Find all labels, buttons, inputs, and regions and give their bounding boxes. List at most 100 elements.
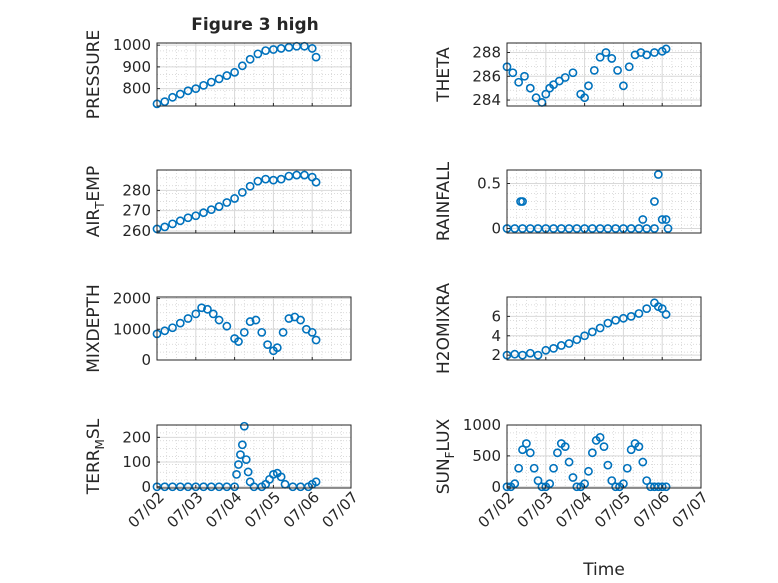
y-tick-label: 500 bbox=[472, 447, 501, 465]
axes-box bbox=[506, 42, 702, 107]
data-point bbox=[175, 216, 185, 226]
data-point bbox=[626, 445, 636, 455]
data-point bbox=[236, 450, 245, 460]
data-point bbox=[191, 84, 201, 94]
data-point bbox=[230, 482, 239, 492]
y-tick-label: 260 bbox=[122, 222, 151, 240]
x-tick-label: 07/04 bbox=[552, 488, 595, 531]
data-point bbox=[545, 479, 555, 489]
data-point bbox=[568, 68, 578, 78]
data-point bbox=[175, 89, 185, 99]
data-point bbox=[214, 315, 224, 325]
data-point bbox=[234, 337, 243, 346]
data-point bbox=[642, 476, 652, 485]
subplot-pressure: 800 900 1000 PRESSURE bbox=[84, 30, 352, 119]
data-point bbox=[663, 224, 673, 233]
data-point bbox=[197, 303, 207, 313]
y-tick-label: 1000 bbox=[463, 416, 501, 434]
data-point bbox=[553, 448, 562, 458]
data-point bbox=[525, 448, 535, 458]
x-tick-label: 07/07 bbox=[319, 488, 362, 531]
data-point bbox=[657, 482, 667, 492]
data-point bbox=[564, 339, 574, 348]
data-point bbox=[199, 208, 208, 218]
data-point bbox=[529, 463, 539, 473]
data-point bbox=[239, 327, 249, 337]
x-tick-label: 07/03 bbox=[163, 488, 206, 531]
y-axis-label: RAINFALL bbox=[434, 161, 454, 241]
y-axis-label: H2OMIXRA bbox=[434, 283, 454, 374]
data-point bbox=[160, 97, 170, 107]
subplot-mixdepth: 0 1000 2000 MIXDEPTH bbox=[84, 284, 352, 373]
x-tick-label: 07/03 bbox=[513, 488, 556, 531]
data-point bbox=[611, 315, 621, 325]
data-point bbox=[253, 176, 263, 186]
data-point bbox=[634, 309, 644, 318]
y-tick-label: 270 bbox=[122, 202, 151, 220]
x-tick-label: 07/05 bbox=[591, 488, 634, 531]
data-point bbox=[237, 61, 247, 71]
data-point bbox=[589, 65, 599, 75]
data-point bbox=[533, 476, 543, 485]
data-point bbox=[525, 83, 535, 93]
data-point bbox=[222, 198, 232, 207]
data-point bbox=[237, 440, 247, 450]
data-point bbox=[587, 448, 597, 458]
y-tick-label: 0.5 bbox=[477, 175, 501, 193]
data-point bbox=[531, 93, 541, 103]
data-point bbox=[541, 89, 551, 99]
y-axis-label: SUNFLUX bbox=[434, 418, 457, 494]
data-point bbox=[642, 50, 652, 60]
data-point bbox=[611, 482, 621, 492]
data-point bbox=[168, 323, 177, 333]
data-point bbox=[203, 304, 212, 314]
data-point bbox=[642, 304, 652, 314]
data-point bbox=[514, 77, 524, 87]
data-point bbox=[222, 71, 232, 80]
data-point bbox=[183, 314, 193, 323]
data-point bbox=[541, 345, 551, 355]
data-point bbox=[208, 309, 218, 319]
y-tick-label: 800 bbox=[122, 80, 151, 98]
y-tick-label: 0 bbox=[141, 351, 151, 369]
data-point bbox=[580, 93, 589, 103]
data-point bbox=[626, 311, 636, 321]
y-tick-label: 900 bbox=[122, 58, 151, 76]
data-point bbox=[624, 62, 634, 72]
data-point bbox=[284, 314, 294, 323]
data-point bbox=[556, 341, 566, 350]
x-axis-label: Time bbox=[582, 560, 625, 580]
data-point bbox=[619, 313, 628, 323]
data-point bbox=[661, 44, 671, 54]
y-tick-label: 6 bbox=[491, 307, 501, 325]
y-axis-label: PRESSURE bbox=[84, 30, 104, 119]
data-point bbox=[533, 350, 543, 360]
axes-box bbox=[156, 42, 352, 107]
data-point bbox=[300, 170, 309, 180]
data-point bbox=[657, 215, 667, 224]
data-point bbox=[525, 348, 535, 358]
data-point bbox=[560, 73, 570, 82]
y-tick-label: 1000 bbox=[113, 36, 151, 54]
axes-box bbox=[506, 169, 702, 234]
y-tick-label: 280 bbox=[122, 181, 151, 199]
data-point bbox=[580, 331, 589, 341]
data-point bbox=[653, 170, 663, 179]
subplot-sun-flux: 05001000SUNFLUX07/0207/0307/0407/0507/06… bbox=[434, 416, 712, 580]
data-point bbox=[234, 460, 243, 469]
y-tick-label: 0 bbox=[141, 478, 151, 496]
data-point bbox=[160, 326, 170, 336]
data-point bbox=[607, 476, 617, 485]
data-point bbox=[268, 470, 278, 479]
y-tick-label: 200 bbox=[122, 428, 151, 446]
y-tick-label: 0 bbox=[491, 478, 501, 496]
y-tick-label: 4 bbox=[491, 327, 501, 345]
data-point bbox=[520, 71, 529, 81]
y-tick-label: 1000 bbox=[113, 320, 151, 338]
x-tick-label: 07/07 bbox=[669, 488, 712, 531]
data-point bbox=[508, 68, 518, 78]
data-point bbox=[191, 211, 201, 221]
y-axis-label: AIRTEMP bbox=[84, 166, 107, 237]
data-point bbox=[206, 205, 216, 215]
